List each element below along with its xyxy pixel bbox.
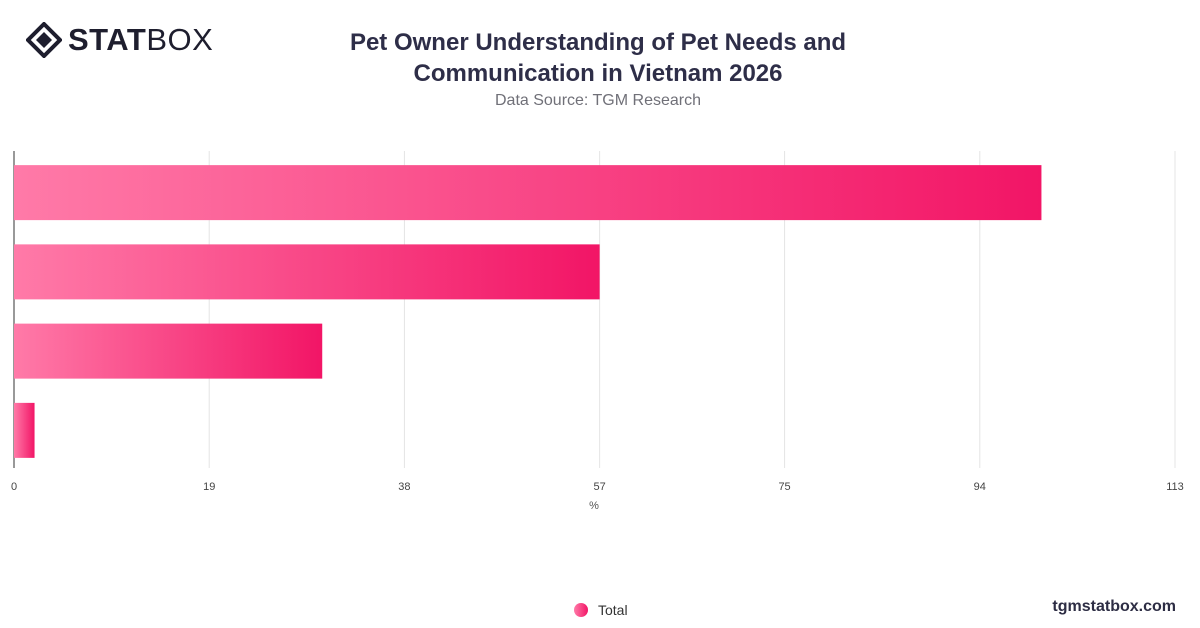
chart-title: Pet Owner Understanding of Pet Needs and… — [349, 29, 847, 87]
logo-text-light: BOX — [146, 22, 214, 57]
legend[interactable]: Total — [574, 602, 628, 618]
bar[interactable] — [14, 165, 1042, 221]
x-axis-label: % — [589, 500, 599, 512]
logo-text-bold: STAT — [68, 22, 147, 57]
logo-text: STATBOX — [68, 22, 213, 58]
statbox-diamond-icon — [26, 22, 62, 58]
bar[interactable] — [14, 323, 323, 379]
x-tick-label: 0 — [11, 481, 17, 493]
footer-site-url[interactable]: tgmstatbox.com — [1052, 598, 1176, 615]
legend-marker — [574, 603, 588, 617]
bar[interactable] — [14, 402, 35, 458]
x-tick-label: 75 — [778, 481, 790, 493]
bar[interactable] — [14, 244, 600, 300]
x-tick-label: 57 — [594, 481, 606, 493]
chart-subtitle: Data Source: TGM Research — [494, 92, 701, 109]
statbox-logo[interactable]: STATBOX — [26, 22, 213, 58]
x-tick-label: 113 — [1166, 481, 1184, 493]
x-tick-label: 94 — [974, 481, 986, 493]
x-tick-label: 38 — [398, 481, 410, 493]
legend-label-total: Total — [598, 602, 628, 618]
x-tick-label: 19 — [203, 481, 215, 493]
